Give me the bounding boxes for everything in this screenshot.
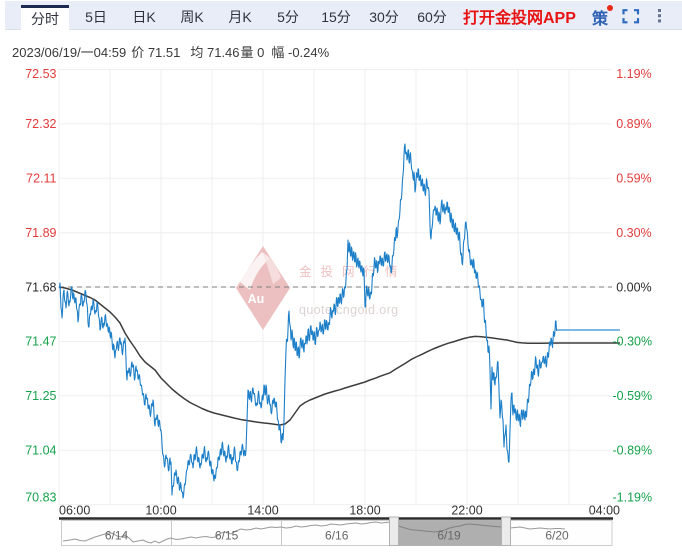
svg-text:70.83: 70.83 bbox=[25, 490, 56, 504]
svg-text:6/16: 6/16 bbox=[325, 529, 349, 543]
svg-text:6/14: 6/14 bbox=[105, 529, 129, 543]
svg-text:71.89: 71.89 bbox=[25, 226, 56, 240]
svg-text:0.30%: 0.30% bbox=[616, 226, 651, 240]
svg-text:-0.30%: -0.30% bbox=[613, 335, 653, 349]
svg-text:71.68: 71.68 bbox=[25, 280, 56, 294]
svg-text:-1.19%: -1.19% bbox=[613, 490, 653, 504]
svg-text:0.00%: 0.00% bbox=[616, 280, 651, 294]
svg-text:72.32: 72.32 bbox=[25, 117, 56, 131]
svg-text:71.04: 71.04 bbox=[25, 444, 56, 458]
svg-text:71.47: 71.47 bbox=[25, 335, 56, 349]
svg-text:71.25: 71.25 bbox=[25, 389, 56, 403]
svg-text:22:00: 22:00 bbox=[451, 504, 482, 518]
svg-text:6/15: 6/15 bbox=[215, 529, 239, 543]
svg-text:6/19: 6/19 bbox=[437, 529, 461, 543]
svg-text:72.53: 72.53 bbox=[25, 67, 56, 81]
svg-text:72.11: 72.11 bbox=[26, 172, 56, 186]
svg-text:18:00: 18:00 bbox=[349, 504, 380, 518]
svg-text:0.59%: 0.59% bbox=[616, 172, 651, 186]
svg-text:6/20: 6/20 bbox=[545, 529, 569, 543]
svg-text:10:00: 10:00 bbox=[145, 504, 176, 518]
svg-text:1.19%: 1.19% bbox=[616, 67, 651, 81]
svg-text:14:00: 14:00 bbox=[247, 504, 278, 518]
svg-text:-0.59%: -0.59% bbox=[613, 389, 653, 403]
svg-text:-0.89%: -0.89% bbox=[613, 444, 653, 458]
svg-text:0.89%: 0.89% bbox=[616, 117, 651, 131]
svg-text:06:00: 06:00 bbox=[59, 504, 90, 518]
svg-text:04:00: 04:00 bbox=[589, 504, 620, 518]
svg-text:Au: Au bbox=[248, 292, 265, 306]
svg-text:quote.cngold.org: quote.cngold.org bbox=[299, 303, 399, 317]
